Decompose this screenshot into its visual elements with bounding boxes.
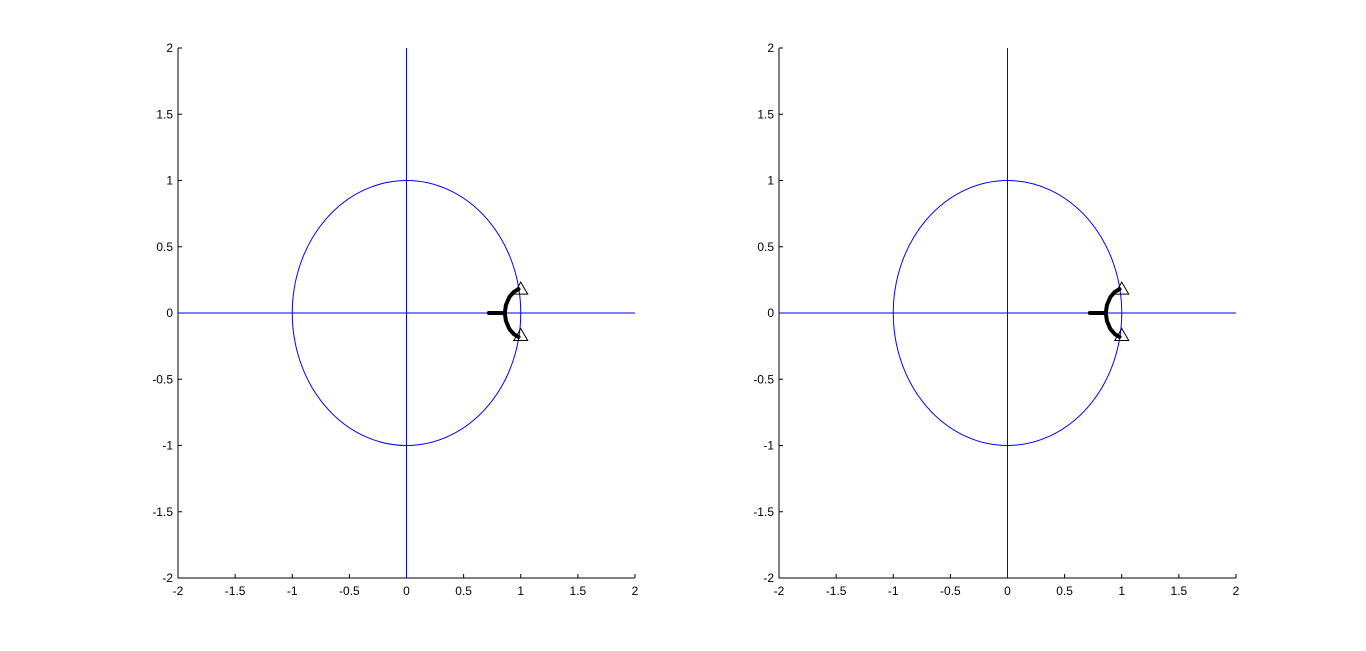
y-tick-label: -0.5 <box>753 372 774 386</box>
y-tick-label: 1 <box>767 174 774 188</box>
y-tick-label: 2 <box>166 41 173 55</box>
root-locus-plot-left: -2 -1.5 -1 -0.5 0 0.5 1 1.5 2 -2 -1.5 -1 -0.5 0 0.5 1 1.… <box>152 41 638 598</box>
y-tick-label: -1 <box>763 439 774 453</box>
y-tick-label: 2 <box>767 41 774 55</box>
x-tick-label: -0.5 <box>940 584 961 598</box>
x-tick-label: -1.5 <box>826 584 847 598</box>
x-tick-label: 0.5 <box>455 584 472 598</box>
x-tick-label: 1.5 <box>570 584 587 598</box>
x-tick-label: -1 <box>888 584 899 598</box>
y-tick-label: 1 <box>166 174 173 188</box>
locus-branch-3 <box>502 311 521 339</box>
y-tick-label: 1.5 <box>156 107 173 121</box>
x-tick-label: 1 <box>1118 584 1125 598</box>
x-tick-label: 2 <box>1233 584 1240 598</box>
locus-branch-3 <box>1103 311 1122 339</box>
x-tick-label: 1.5 <box>1171 584 1188 598</box>
x-tick-label: -1.5 <box>225 584 246 598</box>
x-tick-label: 0.5 <box>1056 584 1073 598</box>
locus-branch-2 <box>502 287 521 315</box>
triangle-marker-2 <box>512 327 529 342</box>
y-tick-label: 0 <box>767 306 774 320</box>
y-tick-label: 0 <box>166 306 173 320</box>
x-tick-label: 0 <box>403 584 410 598</box>
x-tick-label: -2 <box>774 584 785 598</box>
y-tick-label: 1.5 <box>757 107 774 121</box>
unit-circle <box>291 180 522 446</box>
x-tick-label: 0 <box>1004 584 1011 598</box>
y-tick-label: -0.5 <box>152 372 173 386</box>
locus-branch-2 <box>1103 287 1122 315</box>
y-tick-label: -1.5 <box>152 505 173 519</box>
y-tick-label: -2 <box>162 571 173 585</box>
y-tick-label: -2 <box>763 571 774 585</box>
triangle-marker-2 <box>1113 327 1130 342</box>
triangle-marker-1 <box>512 281 529 295</box>
x-tick-label: -2 <box>173 584 184 598</box>
root-locus-plot-right: -2 -1.5 -1 -0.5 0 0.5 1 1.5 2 -2 -1.5 -1 -0.5 0 0.5 1 1.… <box>753 41 1239 598</box>
y-tick-label: 0.5 <box>757 240 774 254</box>
y-tick-label: -1 <box>162 439 173 453</box>
x-tick-label: 2 <box>632 584 639 598</box>
y-tick-label: 0.5 <box>156 240 173 254</box>
x-tick-label: -1 <box>287 584 298 598</box>
triangle-marker-1 <box>1113 281 1130 295</box>
x-tick-label: -0.5 <box>339 584 360 598</box>
unit-circle <box>892 180 1123 446</box>
y-tick-label: -1.5 <box>753 505 774 519</box>
x-tick-label: 1 <box>517 584 524 598</box>
